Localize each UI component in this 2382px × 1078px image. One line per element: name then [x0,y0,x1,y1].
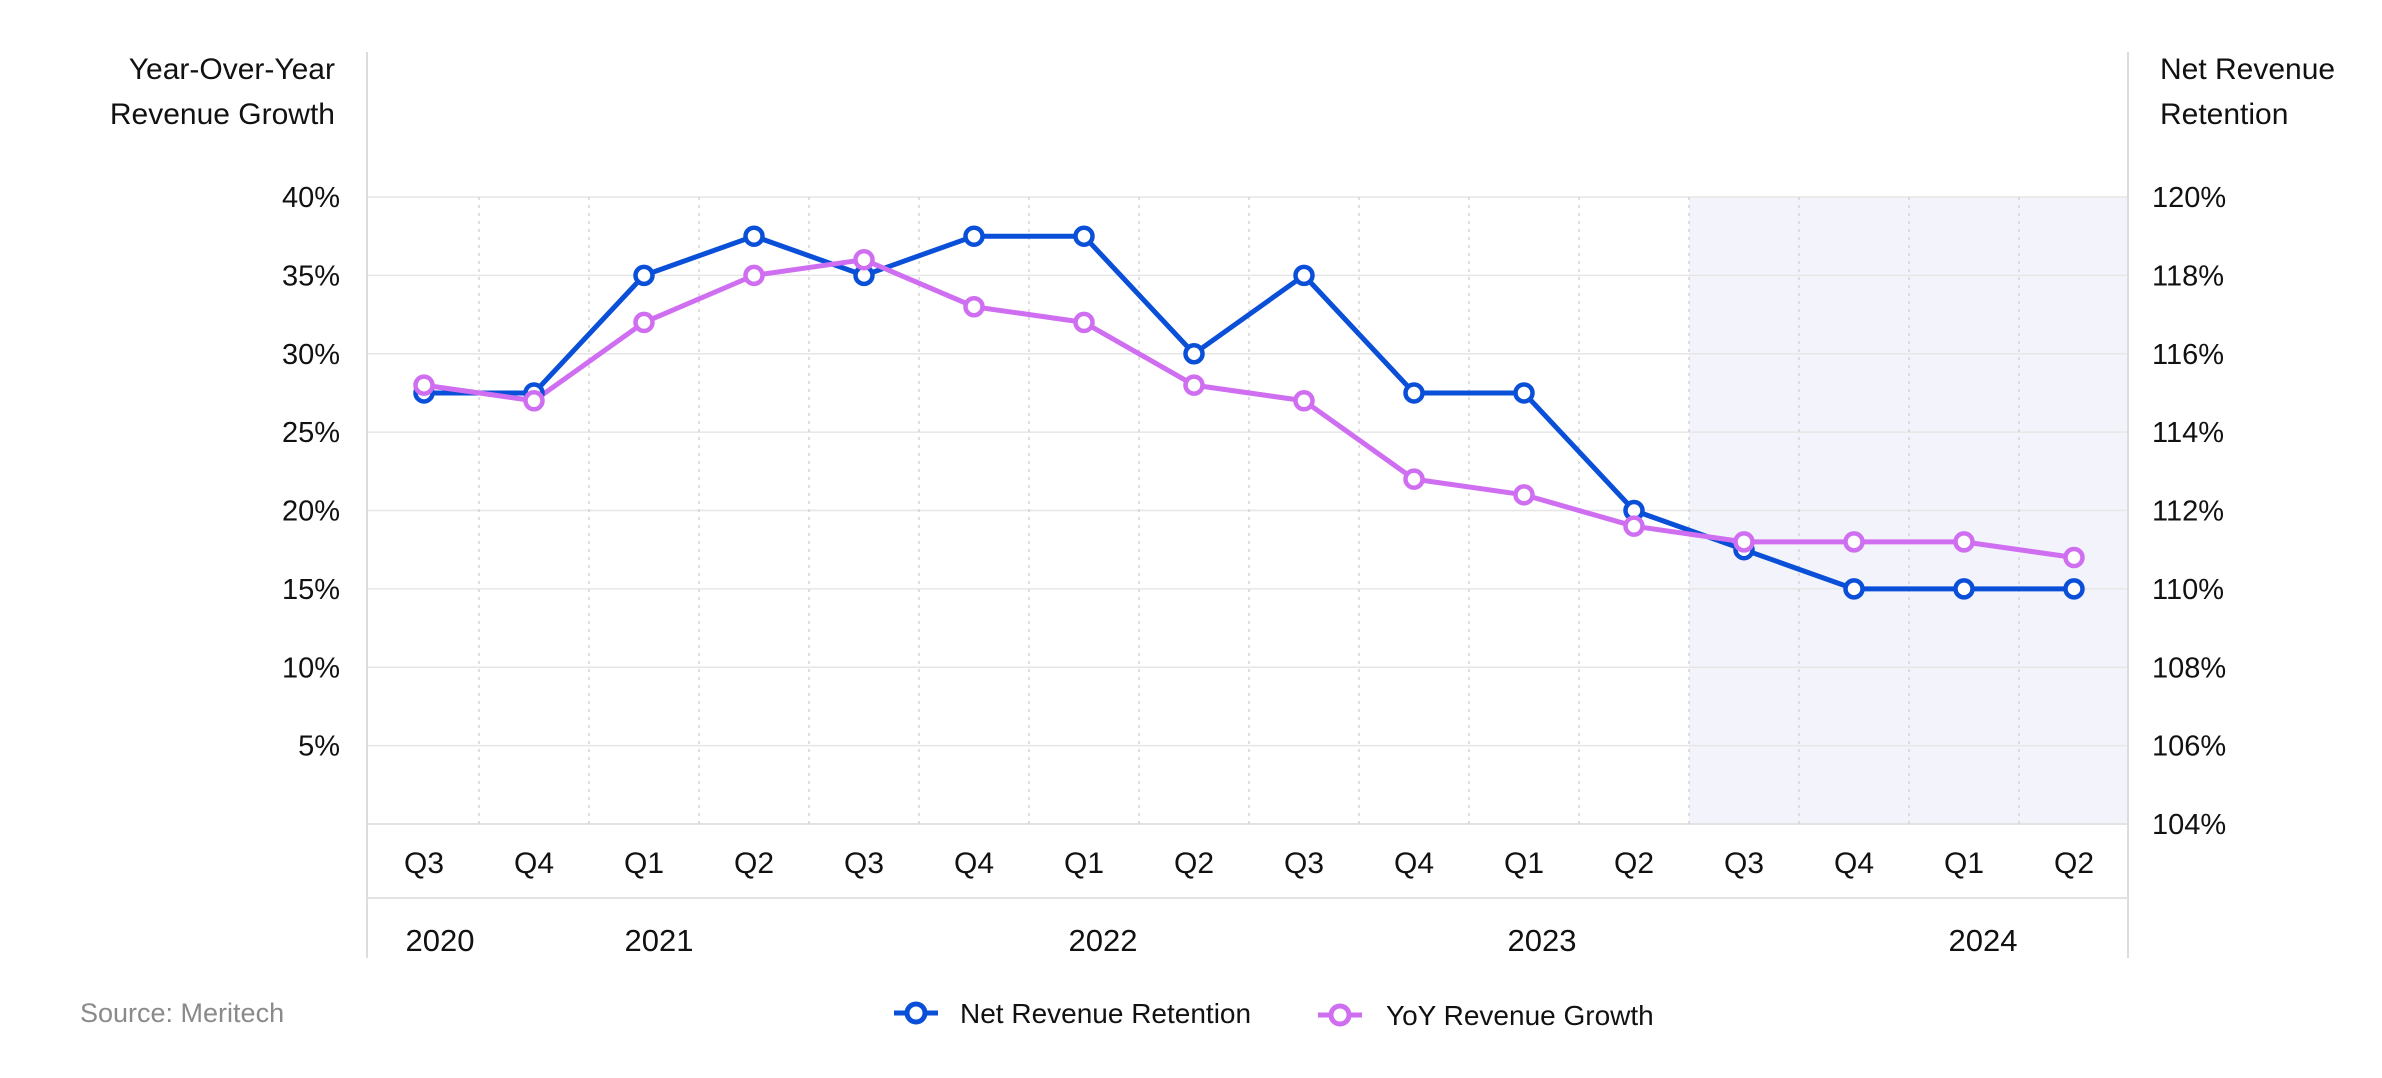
left-tick-label: 40% [282,182,340,214]
legend-swatch-marker [1328,1003,1352,1027]
legend-label-yoy-revenue-growth: YoY Revenue Growth [1386,1000,1654,1031]
horizontal-gridlines [367,196,2128,825]
left-tick-label: 15% [282,574,340,606]
x-axis-quarter-labels: Q3 Q4 Q1 Q2 Q3 Q4 Q1 Q2 Q3 Q4 Q1 Q2 Q3 Q4 Q1 Q2 [404,847,2094,880]
data-point-yoy-revenue-growth [743,264,765,287]
data-point-yoy-revenue-growth [1843,531,1865,553]
data-point-net-revenue-retention [633,264,655,287]
data-point-yoy-revenue-growth [963,295,985,318]
right-axis-title-line-1: Net Revenue [2160,53,2335,86]
left-tick-label: 25% [282,417,340,449]
x-tick-label: Q4 [514,847,554,880]
data-point-net-revenue-retention [1403,382,1425,404]
legend-item-net-revenue-retention: Net Revenue Retention [894,998,1251,1029]
data-point-net-revenue-retention [743,225,765,247]
x-tick-label: Q3 [404,847,444,880]
x-tick-label: Q4 [1394,847,1434,880]
legend-item-yoy-revenue-growth: YoY Revenue Growth [1318,1000,1654,1031]
legend-swatch-marker [904,1001,928,1025]
data-point-net-revenue-retention [2063,578,2085,600]
left-axis-title-line-1: Year-Over-Year [129,53,335,86]
x-tick-label: Q3 [1284,847,1324,880]
left-tick-label: 30% [282,339,340,371]
data-point-yoy-revenue-growth [1513,484,1535,506]
x-tick-label: Q1 [1064,847,1104,880]
right-tick-label: 112% [2152,496,2224,528]
left-axis-title: Year-Over-Year Revenue Growth [110,53,335,131]
data-point-net-revenue-retention [1843,578,1865,600]
x-tick-label: Q4 [954,847,994,880]
year-label: 2022 [1069,923,1138,958]
series-line-yoy-revenue-growth [421,257,2077,561]
right-tick-label: 120% [2152,182,2226,214]
data-point-net-revenue-retention [1953,578,1975,600]
data-point-net-revenue-retention [1073,225,1095,247]
series-lines [421,233,2077,592]
x-tick-label: Q1 [1504,847,1544,880]
right-tick-label: 104% [2152,809,2226,841]
x-tick-label: Q1 [624,847,664,880]
right-tick-label: 106% [2152,731,2226,763]
year-label: 2020 [406,923,475,958]
series-line-net-revenue-retention [421,233,2077,592]
x-tick-label: Q1 [1944,847,1984,880]
x-tick-label: Q3 [1724,847,1764,880]
data-point-yoy-revenue-growth [1953,531,1975,553]
left-axis-title-line-2: Revenue Growth [110,98,335,131]
left-tick-label: 35% [282,260,340,292]
data-point-net-revenue-retention [963,225,985,247]
source-note: Source: Meritech [80,998,284,1028]
x-tick-label: Q2 [1174,847,1214,880]
x-tick-label: Q2 [1614,847,1654,880]
legend: Net Revenue Retention YoY Revenue Growth [894,998,1654,1031]
left-tick-label: 20% [282,496,340,528]
chart-frame [366,52,2129,958]
right-axis-ticks: 120% 118% 116% 114% 112% 110% 108% 106% 104% [2152,182,2226,841]
right-tick-label: 118% [2152,260,2224,292]
data-point-yoy-revenue-growth [523,390,545,412]
data-point-yoy-revenue-growth [633,311,655,334]
right-tick-label: 114% [2152,417,2224,449]
year-label: 2021 [625,923,694,958]
x-tick-label: Q2 [734,847,774,880]
legend-label-net-revenue-retention: Net Revenue Retention [960,998,1251,1029]
data-point-yoy-revenue-growth [1733,531,1755,553]
x-tick-label: Q3 [844,847,884,880]
right-axis-title-line-2: Retention [2160,98,2288,131]
left-tick-label: 5% [298,731,340,763]
left-tick-label: 10% [282,652,340,684]
left-axis-ticks: 40% 35% 30% 25% 20% 15% 10% 5% [282,182,340,763]
data-point-yoy-revenue-growth [853,248,875,271]
year-label: 2024 [1949,923,2018,958]
data-point-yoy-revenue-growth [1293,390,1315,412]
data-point-yoy-revenue-growth [2063,546,2085,569]
right-tick-label: 110% [2152,574,2224,606]
x-tick-label: Q2 [2054,847,2094,880]
series-points [413,225,2085,600]
data-point-yoy-revenue-growth [1073,311,1095,334]
data-point-yoy-revenue-growth [1183,374,1205,396]
data-point-net-revenue-retention [1293,264,1315,287]
right-axis-title: Net Revenue Retention [2160,53,2335,131]
x-tick-label: Q4 [1834,847,1874,880]
data-point-net-revenue-retention [1513,382,1535,404]
year-label: 2023 [1508,923,1577,958]
right-tick-label: 108% [2152,652,2226,684]
x-axis-year-labels: 2020 2021 2022 2023 2024 [406,923,2018,958]
data-point-net-revenue-retention [1183,343,1205,365]
data-point-yoy-revenue-growth [1403,468,1425,490]
data-point-yoy-revenue-growth [1623,515,1645,537]
right-tick-label: 116% [2152,339,2224,371]
data-point-yoy-revenue-growth [413,374,435,396]
vertical-gridlines [478,197,2020,824]
